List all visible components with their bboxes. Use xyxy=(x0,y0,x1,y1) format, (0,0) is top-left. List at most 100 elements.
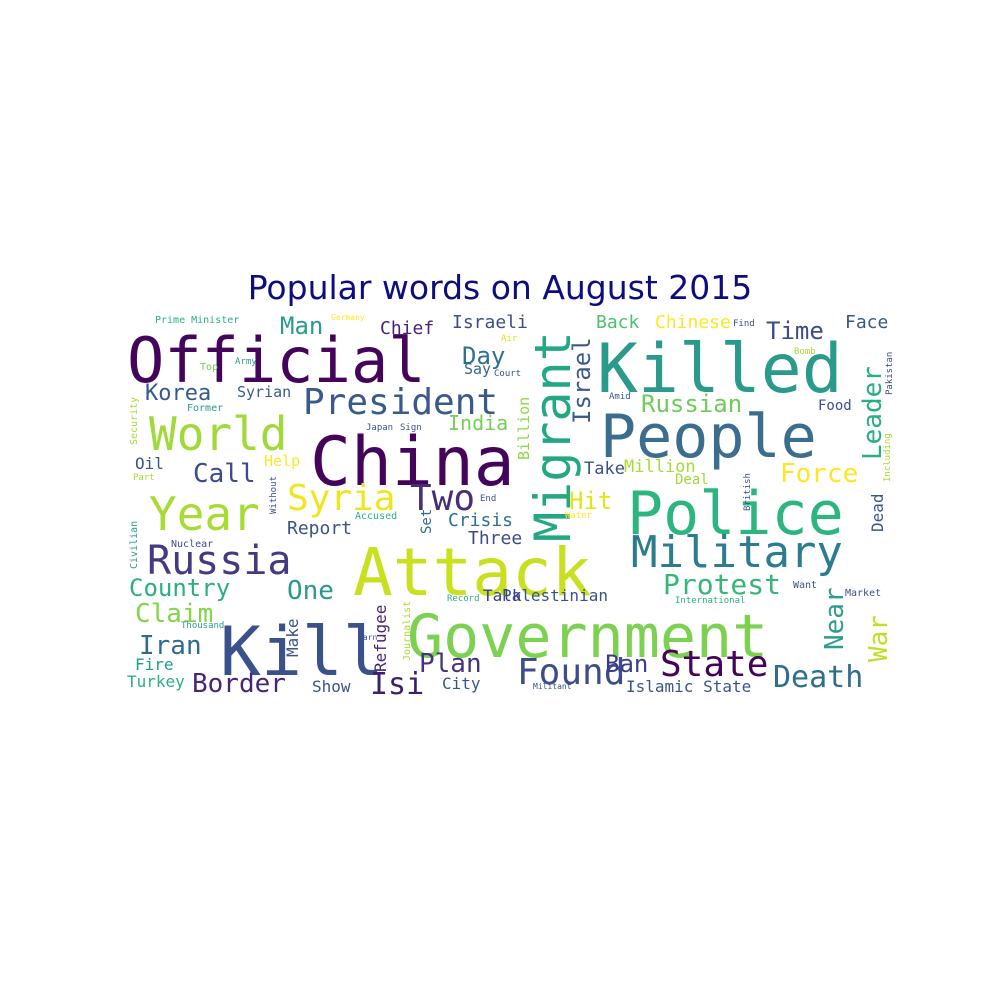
word-people: People xyxy=(600,402,817,472)
word-take: Take xyxy=(584,459,625,479)
word-prime-minister: Prime Minister xyxy=(155,315,239,326)
word-nuclear: Nuclear xyxy=(171,539,213,550)
word-part: Part xyxy=(133,473,155,483)
word-chinese: Chinese xyxy=(655,312,731,333)
word-claim: Claim xyxy=(135,599,213,629)
word-journalist: Journalist xyxy=(402,601,413,661)
word-show: Show xyxy=(312,677,351,696)
word-warn: Warn xyxy=(358,633,377,642)
word-say: Say xyxy=(464,360,491,378)
word-fire: Fire xyxy=(135,655,174,674)
word-russian: Russian xyxy=(641,390,742,418)
word-talk: Talk xyxy=(483,586,522,605)
word-plan: Plan xyxy=(419,649,482,679)
word-million: Million xyxy=(624,457,696,477)
word-court: Court xyxy=(494,369,521,379)
word-israel: Israel xyxy=(568,337,596,424)
word-without: Without xyxy=(269,476,279,514)
word-record: Record xyxy=(447,594,480,604)
word-found: Found xyxy=(517,652,625,693)
word-president: President xyxy=(303,382,498,423)
word-one: One xyxy=(287,576,334,606)
word-deal: Deal xyxy=(675,472,709,488)
word-market: Market xyxy=(845,588,881,599)
word-korea: Korea xyxy=(145,381,211,406)
word-amid: Amid xyxy=(609,392,631,402)
word-man: Man xyxy=(280,312,323,340)
word-help: Help xyxy=(264,452,300,470)
word-top: Top xyxy=(200,362,218,373)
word-ban: Ban xyxy=(605,650,648,678)
word-security: Security xyxy=(129,397,140,445)
word-world: World xyxy=(149,407,287,461)
word-kill: Kill xyxy=(220,613,384,692)
word-hit: Hit xyxy=(569,487,612,515)
word-report: Report xyxy=(287,518,352,539)
word-pakistan: Pakistan xyxy=(885,352,893,395)
word-bomb: Bomb xyxy=(794,347,816,357)
word-crisis: Crisis xyxy=(448,510,513,531)
word-syria: Syria xyxy=(287,478,395,519)
word-turkey: Turkey xyxy=(127,672,185,691)
word-palestinian: Palestinian xyxy=(502,586,608,605)
word-police: Police xyxy=(627,479,844,549)
word-migrant: Migrant xyxy=(524,331,582,542)
word-state: State xyxy=(660,644,768,685)
word-accused: Accused xyxy=(355,511,397,522)
word-germany: Germany xyxy=(331,313,365,322)
word-india: India xyxy=(448,411,508,435)
word-near: Near xyxy=(820,587,850,650)
word-year: Year xyxy=(149,487,260,541)
word-make: Make xyxy=(283,618,302,657)
word-former: Former xyxy=(187,403,223,414)
word-force: Force xyxy=(780,459,858,489)
word-want: Want xyxy=(793,580,817,591)
word-death: Death xyxy=(773,660,863,695)
word-war: War xyxy=(864,615,893,662)
word-leader: Leader xyxy=(858,366,888,460)
word-protest: Protest xyxy=(663,568,781,601)
word-civilian: Civilian xyxy=(129,521,140,569)
word-islamic-state: Islamic State xyxy=(626,677,751,696)
word-call: Call xyxy=(193,459,256,489)
word-international: International xyxy=(675,596,745,606)
word-water: Water xyxy=(565,511,593,521)
word-find: Find xyxy=(733,319,755,329)
word-country: Country xyxy=(129,574,230,602)
word-thousand: Thousand xyxy=(181,621,224,631)
word-british: British xyxy=(743,473,753,511)
word-time: Time xyxy=(766,317,824,345)
word-two: Two xyxy=(410,478,475,519)
word-sign: Sign xyxy=(400,423,422,433)
word-israeli: Israeli xyxy=(452,312,528,333)
chart-title: Popular words on August 2015 xyxy=(247,268,753,307)
word-food: Food xyxy=(818,398,852,414)
word-air: Air xyxy=(501,334,518,344)
word-official: Official xyxy=(127,324,426,397)
word-isi: Isi xyxy=(370,667,424,697)
word-end: End xyxy=(480,494,496,504)
word-military: Military xyxy=(631,527,843,578)
word-oil: Oil xyxy=(135,454,164,473)
word-city: City xyxy=(442,674,481,693)
word-billion: Billion xyxy=(515,397,533,460)
word-china: China xyxy=(310,423,515,502)
word-set: Set xyxy=(419,509,435,534)
word-government: Government xyxy=(407,602,768,672)
word-militant: Militant xyxy=(533,682,572,691)
word-syrian: Syrian xyxy=(237,383,291,401)
word-including: Including xyxy=(883,433,893,482)
word-cloud: Official Killed China People Police Attack Gov… xyxy=(125,312,893,697)
word-iran: Iran xyxy=(139,631,202,661)
word-day: Day xyxy=(462,342,505,370)
word-face: Face xyxy=(845,312,888,333)
word-refugee: Refugee xyxy=(371,605,390,672)
word-border: Border xyxy=(192,669,286,697)
word-dead: Dead xyxy=(868,493,887,532)
word-japan: Japan xyxy=(366,423,393,433)
word-chief: Chief xyxy=(380,318,434,339)
word-back: Back xyxy=(596,312,640,333)
word-attack: Attack xyxy=(353,534,591,611)
word-three: Three xyxy=(468,528,522,549)
